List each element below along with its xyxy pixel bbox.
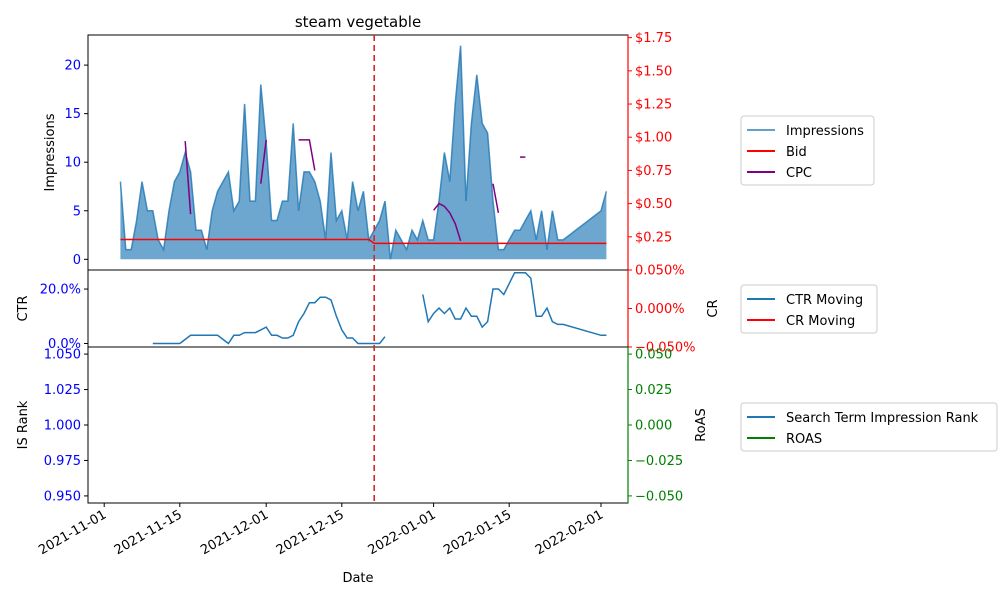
impressions-legend-label: CPC [786,166,812,181]
cpc-line-3 [433,202,462,242]
rank-left-tick-label: 1.025 [44,383,81,398]
rank-right-tick-label: 0.000 [635,419,672,434]
chart-title: steam vegetable [295,13,421,31]
impressions-legend-box [740,115,875,186]
ctr-right-tick-label: 0.000% [635,302,685,317]
ctr-legend-label: CR Moving [786,314,855,329]
impressions-legend-label: Impressions [786,124,864,139]
impressions-area [120,45,607,260]
ctr-moving-line-0 [152,296,386,345]
rank-legend-label: ROAS [786,432,822,447]
impressions-right-tick-label: $1.00 [635,131,672,146]
rank-left-tick-label: 1.050 [44,348,81,363]
impressions-right-tick-label: $1.50 [635,64,672,79]
ctr-right-tick-label: −0.050% [635,341,695,356]
rank-left-axis-label: IS Rank [16,400,31,449]
cpc-line-1 [260,139,267,184]
rank-left-tick-label: 0.950 [44,489,81,504]
impressions-right-tick-label: $1.25 [635,98,672,113]
ctr-left-tick-label: 0.0% [48,337,81,352]
impressions-left-tick-label: 15 [64,107,81,122]
impressions-left-tick-label: 5 [73,204,81,219]
rank-left-tick-label: 0.975 [44,454,81,469]
rank-plot-frame [87,346,629,504]
rank-right-tick-label: 0.025 [635,383,672,398]
rank-right-tick-label: −0.050 [635,489,683,504]
bid-line-0 [120,238,607,245]
x-tick-label: 2022-02-01 [533,507,606,558]
x-tick-label: 2021-12-15 [274,507,347,558]
x-tick-label: 2022-01-01 [366,507,439,558]
x-tick-label: 2021-11-01 [36,507,109,558]
impressions-right-tick-label: $0.50 [635,197,672,212]
rank-right-axis-label: RoAS [694,408,709,442]
ctr-moving-line-1 [422,271,607,337]
ctr-right-tick-label: 0.050% [635,264,685,279]
impressions-legend-label: Bid [786,145,807,160]
ctr-legend-label: CTR Moving [786,293,863,308]
rank-right-tick-label: 0.050 [635,348,672,363]
ctr-left-tick-label: 20.0% [40,283,81,298]
rank-legend-box [740,402,998,452]
cpc-line-2 [298,139,316,171]
rank-right-tick-label: −0.025 [635,454,683,469]
rank-legend-label: Search Term Impression Rank [786,411,979,426]
x-tick-label: 2022-01-15 [441,507,514,558]
x-axis-label: Date [342,571,373,586]
ctr-right-axis-label: CR [706,299,721,317]
rank-left-tick-label: 1.000 [44,419,81,434]
impressions-left-tick-label: 20 [64,59,81,74]
impressions-right-tick-label: $0.75 [635,164,672,179]
x-tick-label: 2021-11-15 [112,507,185,558]
x-tick-label: 2021-12-01 [198,507,271,558]
impressions-left-tick-label: 0 [73,253,81,268]
impressions-left-tick-label: 10 [64,156,81,171]
impressions-left-axis-label: Impressions [43,113,58,191]
cpc-line-0 [184,141,192,215]
cpc-line-4 [492,183,500,214]
ctr-left-axis-label: CTR [16,295,31,321]
impressions-right-tick-label: $0.25 [635,230,672,245]
impressions-right-tick-label: $1.75 [635,31,672,46]
